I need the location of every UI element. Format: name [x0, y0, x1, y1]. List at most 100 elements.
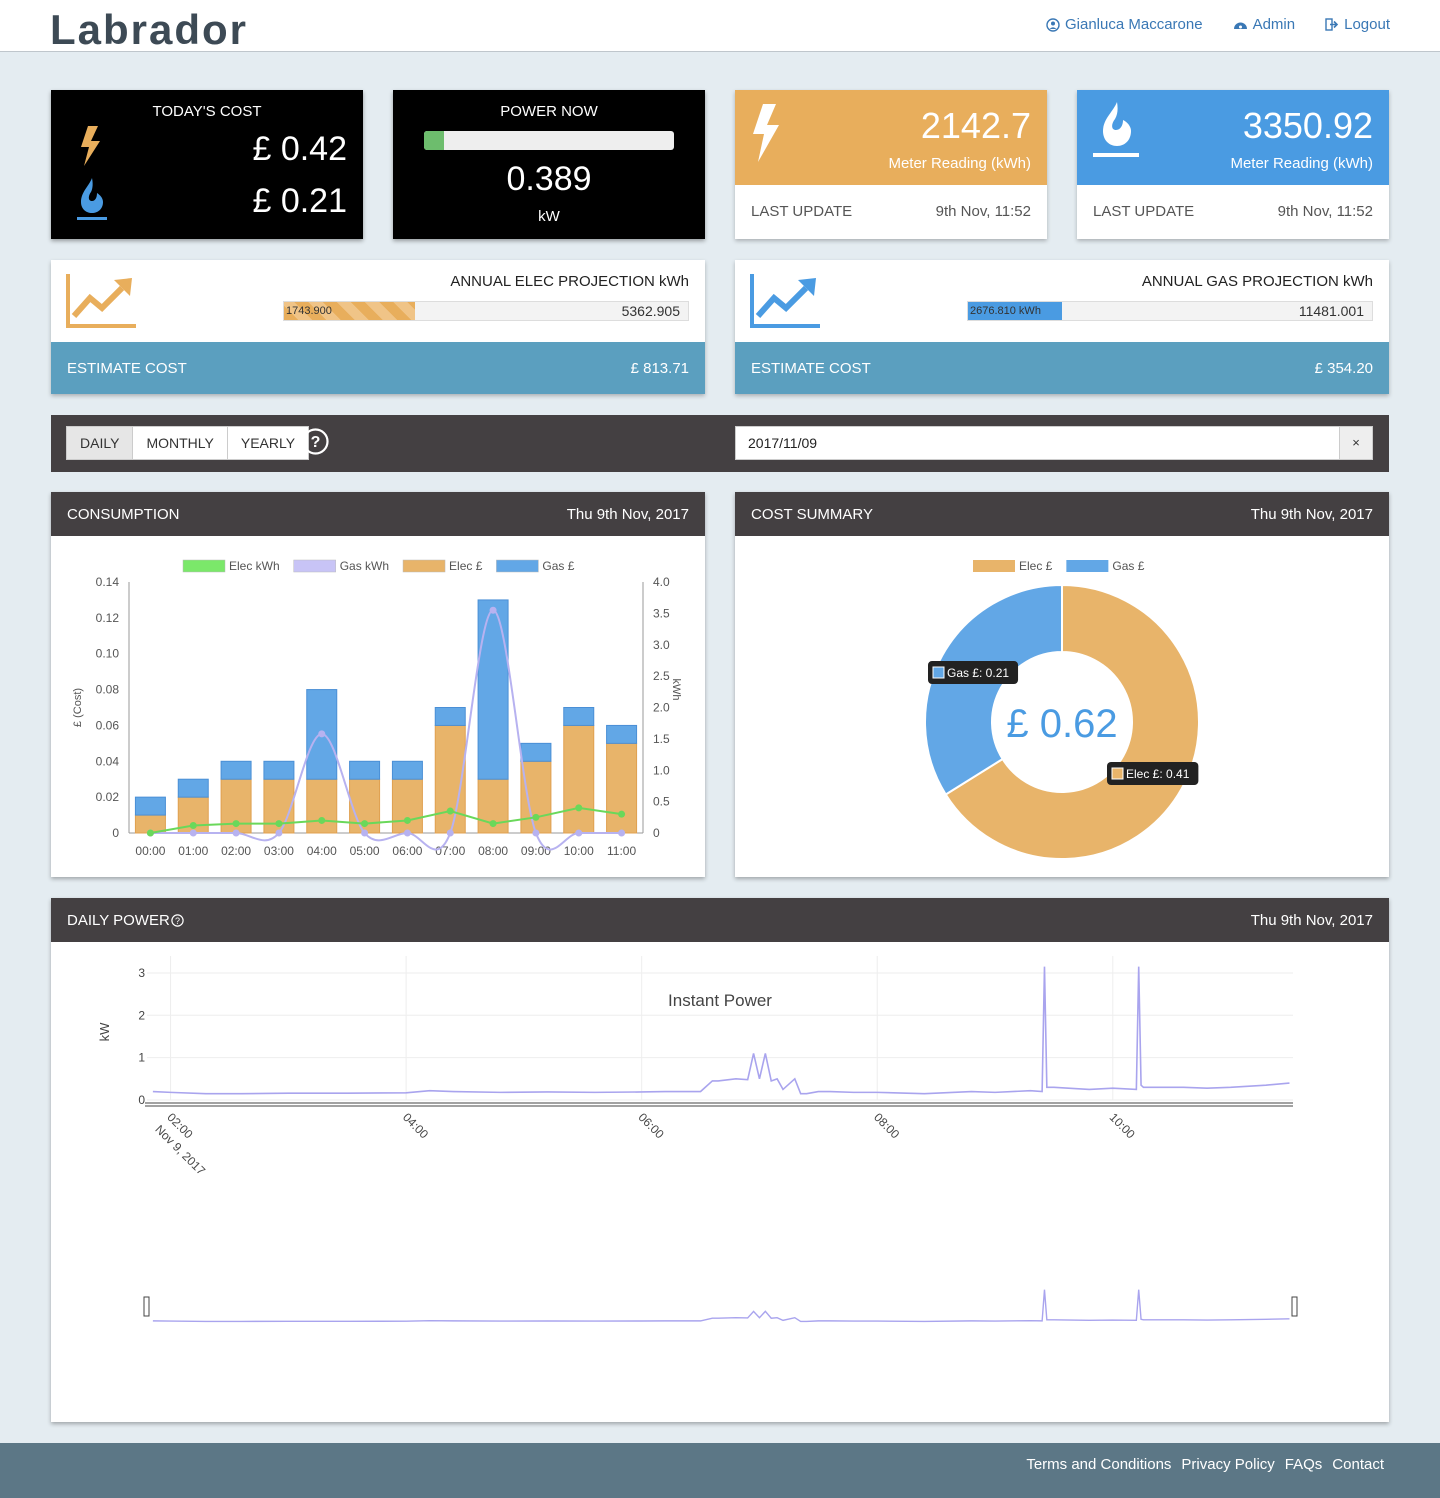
daily-power-title: DAILY POWER	[67, 911, 170, 929]
range-slider-line	[152, 1289, 1290, 1323]
y2-axis-label: kWh	[670, 679, 682, 701]
y-tick-label: 0.10	[96, 647, 120, 661]
elec-update-label: LAST UPDATE	[751, 203, 853, 220]
x-tick-label: 04:00	[400, 1110, 431, 1141]
point-elec-kwh	[446, 807, 454, 815]
user-link[interactable]: Gianluca Maccarone	[1046, 16, 1203, 33]
pie-tooltip-text: Elec £: 0.41	[1126, 767, 1190, 781]
gas-meter-tile: 3350.92 Meter Reading (kWh) LAST UPDATE …	[1077, 90, 1389, 239]
elec-projection-title: ANNUAL ELEC PROJECTION kWh	[450, 273, 689, 290]
point-gas-kwh	[618, 829, 626, 837]
legend-label: Elec kWh	[229, 559, 280, 573]
tab-yearly[interactable]: YEARLY	[226, 426, 310, 460]
y2-tick-label: 0.5	[653, 795, 670, 809]
pie-slice	[944, 583, 1200, 860]
x-tick-label: 02:00	[221, 844, 251, 858]
elec-meter-header: 2142.7 Meter Reading (kWh)	[735, 90, 1047, 185]
point-gas-kwh	[361, 829, 369, 837]
date-clear-button[interactable]: ×	[1339, 426, 1373, 460]
pie-tooltip-bg	[928, 661, 1019, 684]
footer-link-terms[interactable]: Terms and Conditions	[1026, 1456, 1172, 1473]
gas-estimate-label: ESTIMATE COST	[751, 359, 871, 377]
point-gas-kwh	[532, 829, 540, 837]
elec-projection-fill: 1743.900	[284, 302, 416, 320]
x-tick-label: 03:00	[264, 844, 294, 858]
legend-swatch	[402, 559, 446, 573]
y-axis-label: kW	[97, 1022, 112, 1042]
dashboard-icon	[1233, 22, 1247, 29]
bar-gas-cost	[606, 724, 638, 744]
legend-label: Gas kWh	[340, 559, 389, 573]
gas-estimate-row: ESTIMATE COST £ 354.20	[735, 342, 1389, 394]
x-tick-label: 08:00	[478, 844, 508, 858]
x-tick-label: 05:00	[350, 844, 380, 858]
legend-swatch	[973, 560, 1015, 572]
date-input[interactable]: 2017/11/09	[735, 426, 1340, 460]
point-gas-kwh	[275, 829, 283, 837]
x-tick-label: 09:00	[521, 844, 551, 858]
question-circle-icon[interactable]: ?	[171, 913, 184, 927]
elec-estimate-row: ESTIMATE COST £ 813.71	[51, 342, 705, 394]
flame-icon	[77, 178, 107, 220]
point-elec-kwh	[275, 820, 283, 828]
pie-tooltip: Elec £: 0.41	[1107, 762, 1199, 785]
svg-text:?: ?	[311, 434, 321, 451]
tab-monthly[interactable]: MONTHLY	[132, 426, 228, 460]
legend-swatch	[182, 559, 226, 573]
question-circle-icon[interactable]: ?	[302, 428, 329, 455]
elec-meter-reading: 2142.7	[920, 105, 1031, 146]
bar-gas-cost	[263, 760, 295, 780]
admin-label: Admin	[1252, 16, 1296, 33]
power-now-value: 0.389	[506, 160, 592, 198]
y2-tick-label: 0	[653, 826, 660, 840]
range-slider-handle-left	[143, 1296, 150, 1317]
footer-link-contact[interactable]: Contact	[1332, 1456, 1384, 1473]
pie-tooltip-swatch	[1111, 767, 1124, 780]
gas-estimate-cost: £ 354.20	[1314, 359, 1373, 377]
y-tick-label: 0.04	[96, 754, 120, 768]
cost-summary-chart: Elec £ Gas £ £ 0.62 Gas £: 0.21 Elec £: 0.41	[924, 559, 1200, 860]
y-tick-label: 0.06	[96, 718, 120, 732]
y2-tick-label: 2.0	[653, 701, 670, 715]
y-tick-label: 2	[138, 1008, 145, 1022]
trend-chart-icon	[750, 274, 820, 328]
consumption-title: CONSUMPTION	[67, 505, 180, 523]
logo[interactable]: Labrador	[50, 6, 249, 53]
gas-meter-header: 3350.92 Meter Reading (kWh)	[1077, 90, 1389, 185]
gas-meter-label: Meter Reading (kWh)	[1230, 155, 1373, 172]
cost-summary-panel: COST SUMMARY Thu 9th Nov, 2017 Elec £ Gas…	[735, 492, 1389, 877]
pie-tooltip-swatch	[932, 666, 945, 679]
y2-tick-label: 2.5	[653, 669, 670, 683]
y-axis-label: £ (Cost)	[72, 688, 84, 727]
line-elec-kwh	[150, 806, 622, 834]
bar-gas-cost	[477, 599, 509, 780]
line-instant-power	[152, 966, 1290, 1095]
point-gas-kwh	[232, 829, 240, 837]
footer-link-faqs[interactable]: FAQs	[1284, 1456, 1323, 1473]
chart-title: Instant Power	[668, 991, 772, 1010]
bar-gas-cost	[349, 760, 381, 780]
point-gas-kwh	[446, 829, 454, 837]
logout-link[interactable]: Logout	[1325, 16, 1390, 33]
point-elec-kwh	[489, 820, 497, 828]
nav-links: Gianluca Maccarone Admin Logout	[1046, 16, 1390, 33]
pie-center-total: £ 0.62	[1006, 702, 1117, 746]
x-tick-label: 06:00	[636, 1110, 667, 1141]
point-elec-kwh	[361, 820, 369, 828]
user-circle-icon	[1046, 17, 1060, 32]
bar-elec-cost	[563, 724, 595, 834]
power-level-bar	[424, 131, 674, 150]
period-toolbar: DAILY MONTHLY YEARLY ? 2017/11/09 ×	[51, 415, 1389, 472]
admin-link[interactable]: Admin	[1233, 16, 1296, 33]
period-tabs: DAILY MONTHLY YEARLY	[66, 426, 310, 460]
footer-links: Terms and Conditions Privacy Policy FAQs…	[1026, 1456, 1384, 1473]
legend-swatch	[293, 559, 336, 573]
bar-elec-cost	[520, 760, 552, 834]
power-level-fill	[424, 131, 444, 150]
point-gas-kwh	[318, 730, 326, 738]
x-tick-label: 11:00	[607, 844, 636, 858]
bar-gas-cost	[563, 707, 595, 726]
gas-last-update: LAST UPDATE 9th Nov, 11:52	[1093, 203, 1373, 220]
tab-daily[interactable]: DAILY	[66, 426, 134, 460]
footer-link-privacy[interactable]: Privacy Policy	[1181, 1456, 1275, 1473]
